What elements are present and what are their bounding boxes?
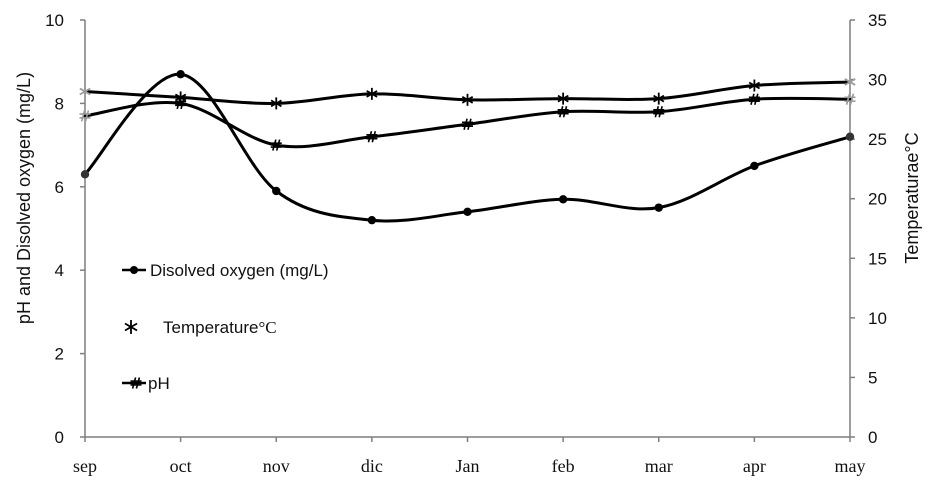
series-ph xyxy=(79,93,856,151)
point-disolved-oxygen-mg-l-nov xyxy=(272,186,281,196)
point-disolved-oxygen-mg-l-oct xyxy=(176,70,185,79)
x-tick-label-nov: nov xyxy=(263,456,290,476)
x-tick-label-feb: feb xyxy=(552,456,575,476)
legend-marker-hash-icon xyxy=(130,377,142,389)
x-tick-label-jan: Jan xyxy=(456,456,480,476)
legend-star-glyph xyxy=(124,320,138,334)
point-ph-nov xyxy=(270,139,282,151)
point-ph-oct xyxy=(175,97,187,110)
point-disolved-oxygen-mg-l-dic xyxy=(367,215,377,225)
series-line-disolved-oxygen-mg-l xyxy=(83,72,852,223)
series-line-ph xyxy=(83,96,852,149)
x-tick-label-apr: apr xyxy=(743,456,766,476)
right-y-tick-label: 5 xyxy=(868,368,877,387)
left-y-tick-label: 4 xyxy=(55,261,64,280)
point-temperature-apr xyxy=(748,79,761,92)
point-disolved-oxygen-mg-l-sep xyxy=(80,170,90,179)
series-temperature xyxy=(79,75,856,110)
left-y-tick-label: 0 xyxy=(55,428,64,447)
legend-entry-disolved-oxygen: Disolved oxygen (mg/L) xyxy=(122,261,329,280)
point-temperature-jan xyxy=(461,93,474,106)
left-y-tick-label: 2 xyxy=(55,345,64,364)
point-disolved-oxygen-mg-l-mar xyxy=(654,203,663,212)
legend-label-ph: pH xyxy=(148,374,170,393)
legend-entry-ph: pH xyxy=(122,374,170,393)
point-temperature-nov xyxy=(270,97,282,110)
x-tick-labels: sep oct nov dic Jan feb mar apr may xyxy=(73,437,866,476)
left-y-tick-label: 10 xyxy=(45,11,64,30)
point-ph-dic xyxy=(366,131,378,143)
legend-entry-temperature: Temperature°C xyxy=(124,318,277,337)
point-disolved-oxygen-mg-l-apr xyxy=(750,161,759,171)
series-disolved-oxygen-mg-l xyxy=(80,70,855,225)
point-temperature-mar xyxy=(653,92,665,105)
left-y-tick-label: 6 xyxy=(55,178,64,197)
point-temperature-dic xyxy=(366,87,378,100)
right-y-tick-label: 35 xyxy=(868,11,887,30)
point-disolved-oxygen-mg-l-may xyxy=(845,132,855,141)
right-y-axis-title: Temperaturae°C xyxy=(902,132,922,263)
legend-marker-circle-icon xyxy=(130,266,138,274)
x-tick-label-mar: mar xyxy=(645,456,673,476)
legend-label-temperature-unit: °C xyxy=(258,318,276,337)
series-layer xyxy=(79,70,856,225)
right-y-tick-label: 10 xyxy=(868,309,887,328)
point-temperature-may xyxy=(844,75,856,88)
point-ph-mar xyxy=(653,106,665,118)
point-disolved-oxygen-mg-l-jan xyxy=(463,207,472,217)
left-y-tick-label: 8 xyxy=(55,94,64,113)
left-y-axis-title: pH and Disolved oxygen (mg/L) xyxy=(14,72,34,324)
legend-label-temperature: Temperature°C xyxy=(163,318,277,337)
right-y-tick-label: 15 xyxy=(868,249,887,268)
legend: Disolved oxygen (mg/L) Temperature°C pH xyxy=(122,261,329,393)
legend-label-temperature-name: Temperature xyxy=(163,318,258,337)
x-tick-label-may: may xyxy=(835,456,866,476)
x-tick-label-oct: oct xyxy=(170,456,192,476)
legend-marker-star-icon xyxy=(124,320,138,334)
point-temperature-feb xyxy=(557,92,569,105)
left-y-tick-labels: 0 2 4 6 8 10 xyxy=(45,11,85,447)
right-y-tick-label: 25 xyxy=(868,130,887,149)
point-ph-apr xyxy=(748,93,760,105)
point-ph-may xyxy=(844,93,856,105)
point-temperature-sep xyxy=(79,85,91,98)
point-disolved-oxygen-mg-l-feb xyxy=(558,195,568,204)
right-y-tick-label: 30 xyxy=(868,71,887,90)
right-y-tick-labels: 0 5 10 15 20 25 30 35 xyxy=(850,11,887,447)
point-ph-sep xyxy=(79,110,91,122)
axes xyxy=(84,20,851,438)
point-ph-jan xyxy=(462,118,473,130)
point-ph-feb xyxy=(557,106,569,118)
right-y-tick-label: 20 xyxy=(868,190,887,209)
x-tick-label-sep: sep xyxy=(73,456,97,476)
right-y-tick-label: 0 xyxy=(868,428,877,447)
legend-hash-glyph xyxy=(130,377,142,389)
x-tick-label-dic: dic xyxy=(361,456,383,476)
legend-label-disolved-oxygen: Disolved oxygen (mg/L) xyxy=(150,261,329,280)
